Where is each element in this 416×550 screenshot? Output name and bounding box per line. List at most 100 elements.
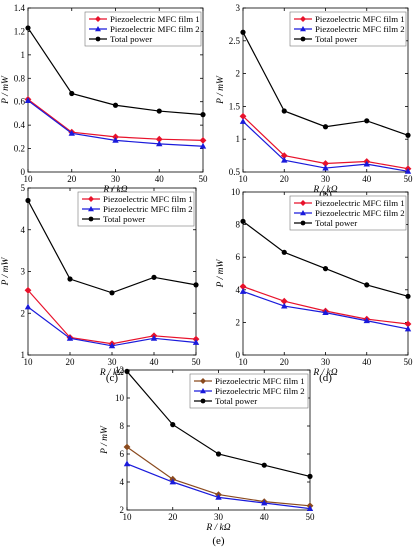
legend-marker-film2 bbox=[300, 210, 306, 216]
series-line-1 bbox=[242, 285, 409, 325]
x-tick-label: 30 bbox=[321, 174, 331, 184]
data-point-film2 bbox=[199, 142, 207, 149]
y-tick-label: 2 bbox=[236, 317, 241, 327]
legend-label: Total power bbox=[315, 34, 357, 44]
y-tick-label: 4 bbox=[236, 285, 241, 295]
data-point-total bbox=[69, 90, 75, 97]
y-tick-label: 0.4 bbox=[14, 120, 26, 130]
y-tick-label: 2 bbox=[236, 69, 241, 79]
data-point-total bbox=[112, 102, 119, 108]
legend-label: Piezoelectric MFC film 1 bbox=[110, 14, 200, 24]
data-point-film2 bbox=[150, 334, 158, 341]
legend-label: Total power bbox=[315, 218, 357, 228]
y-tick-label: 2.5 bbox=[229, 36, 241, 46]
panel-label: (e) bbox=[212, 535, 225, 547]
data-point-total bbox=[200, 112, 206, 118]
data-point-film1 bbox=[199, 136, 207, 144]
legend-label: Total power bbox=[110, 34, 152, 44]
x-tick-label: 30 bbox=[108, 357, 118, 367]
data-point-total bbox=[215, 451, 222, 457]
data-point-total bbox=[405, 293, 411, 299]
y-tick-label: 0.5 bbox=[229, 167, 241, 177]
data-point-total bbox=[193, 282, 199, 288]
legend-marker-total bbox=[300, 36, 306, 42]
data-point-film1 bbox=[280, 152, 288, 159]
legend-marker-film1 bbox=[300, 16, 306, 22]
y-tick-label: 6 bbox=[236, 252, 241, 262]
legend-marker-film2 bbox=[300, 26, 306, 32]
x-axis-label: R / kΩ bbox=[312, 368, 337, 378]
data-point-film2 bbox=[363, 160, 370, 167]
x-tick-label: 20 bbox=[66, 357, 76, 367]
legend-label: Piezoelectric MFC film 2 bbox=[110, 24, 200, 34]
legend-marker-film1 bbox=[200, 378, 206, 384]
y-tick-label: 1 bbox=[21, 50, 26, 60]
y-tick-label: 1.5 bbox=[229, 101, 241, 111]
y-axis-label: P / mW bbox=[216, 259, 226, 289]
legend-marker-film2 bbox=[95, 26, 101, 32]
data-point-film2 bbox=[239, 288, 247, 294]
y-tick-label: 5 bbox=[21, 183, 26, 193]
legend-marker-total bbox=[95, 36, 101, 42]
legend-label: Piezoelectric MFC film 1 bbox=[103, 194, 193, 204]
data-point-film2 bbox=[322, 309, 329, 316]
y-tick-label: 10 bbox=[231, 187, 241, 197]
data-point-film2 bbox=[66, 334, 74, 341]
y-axis-label: P / mW bbox=[1, 257, 11, 287]
series-line-3 bbox=[242, 220, 409, 297]
series-line-2 bbox=[27, 306, 197, 347]
data-point-film2 bbox=[24, 303, 32, 310]
y-tick-label: 0 bbox=[21, 167, 26, 177]
data-point-total bbox=[170, 422, 176, 428]
data-point-film2 bbox=[261, 499, 268, 506]
legend-label: Total power bbox=[103, 214, 145, 224]
x-axis-label: R / kΩ bbox=[102, 185, 127, 195]
y-tick-label: 8 bbox=[120, 421, 125, 431]
x-axis-label: R / kΩ bbox=[312, 185, 337, 195]
data-point-total bbox=[109, 290, 115, 296]
y-axis-label: P / mW bbox=[100, 425, 110, 455]
x-tick-label: 20 bbox=[280, 357, 290, 367]
data-point-film2 bbox=[306, 505, 314, 511]
chart-panel-4: 10 20 30 40 50 0 2 4 6 8 10 R / kΩ P / mW (d) Piezoele… bbox=[216, 187, 413, 384]
x-tick-label: 20 bbox=[67, 174, 77, 184]
data-point-film2 bbox=[108, 342, 116, 349]
legend-label: Piezoelectric MFC film 2 bbox=[103, 204, 193, 214]
data-point-film2 bbox=[192, 339, 200, 345]
y-tick-label: 0.8 bbox=[14, 73, 26, 83]
data-point-film1 bbox=[239, 283, 247, 290]
data-point-total bbox=[281, 249, 287, 255]
chart-panel-2: 10 20 30 40 500.511.522.53R / kΩP / mW(b)Pie… bbox=[216, 3, 413, 201]
x-tick-label: 50 bbox=[192, 357, 202, 367]
x-tick-label: 20 bbox=[168, 512, 178, 522]
x-tick-label: 30 bbox=[321, 357, 331, 367]
data-point-total bbox=[405, 132, 411, 138]
x-tick-label: 10 bbox=[239, 357, 249, 367]
data-point-film2 bbox=[156, 140, 163, 147]
data-point-film1 bbox=[280, 297, 288, 305]
y-tick-label: 2 bbox=[120, 505, 125, 515]
series-line-2 bbox=[126, 463, 311, 510]
data-point-total bbox=[322, 124, 329, 130]
x-tick-label: 40 bbox=[362, 174, 372, 184]
panel-label: (d) bbox=[319, 372, 332, 384]
data-point-film2 bbox=[239, 118, 247, 124]
legend-marker-total bbox=[200, 398, 206, 404]
x-tick-label: 10 bbox=[239, 174, 249, 184]
data-point-total bbox=[240, 218, 246, 224]
y-tick-label: 0 bbox=[236, 350, 241, 360]
chart-panel-1: 10 20 30 40 50 0 0.2 0.4 0.6 0.8 1 1.2 1.4 R / kΩ P / … bbox=[1, 3, 208, 201]
data-point-total bbox=[307, 473, 313, 479]
y-tick-label: 1 bbox=[21, 350, 26, 360]
data-point-total bbox=[156, 108, 162, 114]
x-tick-label: 50 bbox=[404, 357, 414, 367]
panel-label: (c) bbox=[106, 372, 119, 384]
y-tick-label: 10 bbox=[115, 393, 125, 403]
x-tick-label: 40 bbox=[260, 512, 270, 522]
legend-marker-film1 bbox=[95, 16, 101, 22]
data-point-film1 bbox=[404, 320, 412, 328]
y-tick-label: 0.6 bbox=[14, 97, 26, 107]
